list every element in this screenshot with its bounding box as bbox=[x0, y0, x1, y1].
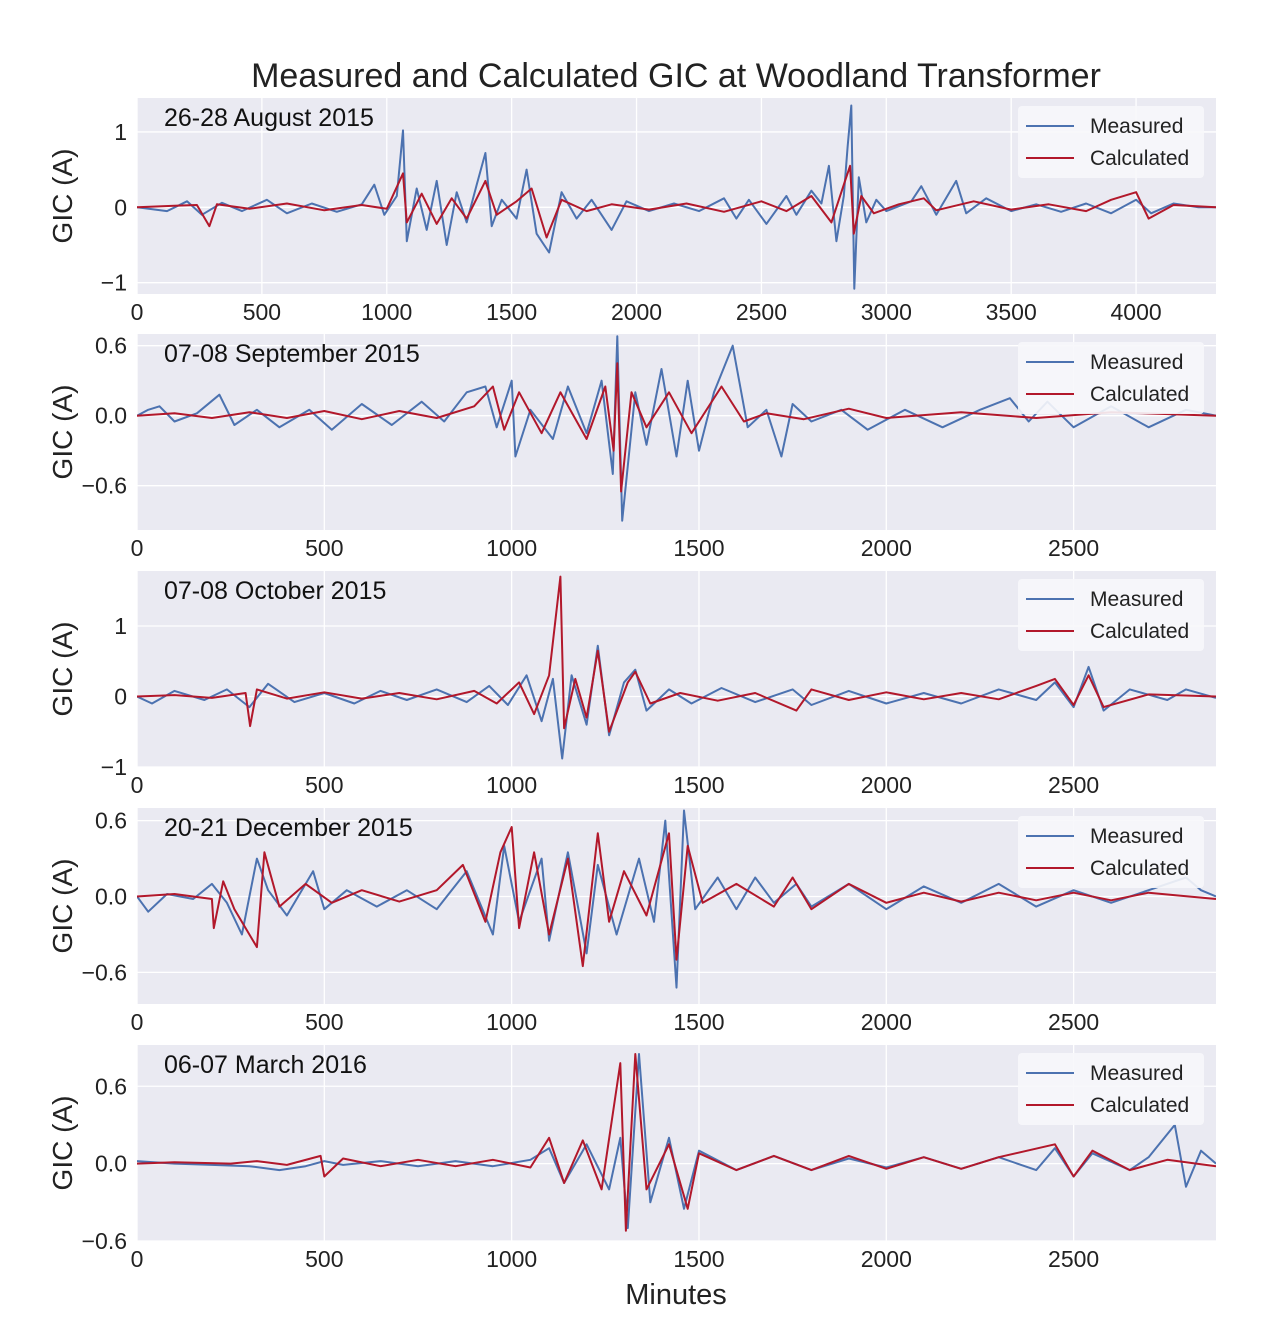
legend-box bbox=[1018, 342, 1204, 414]
legend-label-calculated: Calculated bbox=[1090, 620, 1189, 643]
y-axis-label: GIC (A) bbox=[47, 622, 78, 717]
y-tick-label: −0.6 bbox=[82, 1228, 127, 1254]
series-line-calculated bbox=[137, 1053, 1216, 1232]
legend-label-measured: Measured bbox=[1090, 588, 1183, 611]
x-tick-label: 500 bbox=[305, 772, 343, 798]
series-line-calculated bbox=[137, 362, 1216, 493]
x-tick-label: 0 bbox=[131, 1009, 144, 1035]
legend: Measured Calculated bbox=[1018, 342, 1204, 414]
legend-label-measured: Measured bbox=[1090, 1062, 1183, 1085]
x-tick-label: 2000 bbox=[861, 772, 912, 798]
y-axis-label: GIC (A) bbox=[47, 385, 78, 480]
legend: Measured Calculated bbox=[1018, 1053, 1204, 1125]
y-tick-label: 0.6 bbox=[95, 1073, 127, 1099]
panel-4: 0 500 1000 1500 2000 2500 −0.6 0.0 0.6 20-21 Dece… bbox=[47, 808, 1216, 1035]
panels: 0 500 1000 1500 2000 2500 3000 3500 4000−101 26-2… bbox=[47, 98, 1216, 1272]
series-line-calculated bbox=[137, 164, 1216, 239]
x-tick-label: 1500 bbox=[486, 299, 537, 325]
x-tick-label: 0 bbox=[131, 535, 144, 561]
panel-1: 0 500 1000 1500 2000 2500 3000 3500 4000−101 26-2… bbox=[47, 98, 1216, 325]
legend-label-calculated: Calculated bbox=[1090, 857, 1189, 880]
x-tick-label: 500 bbox=[305, 1246, 343, 1272]
x-tick-label: 2500 bbox=[736, 299, 787, 325]
x-tick-label: 1000 bbox=[486, 535, 537, 561]
x-tick-label: 0 bbox=[131, 299, 144, 325]
x-tick-label: 1000 bbox=[486, 772, 537, 798]
x-tick-label: 2000 bbox=[861, 1246, 912, 1272]
legend: Measured Calculated bbox=[1018, 816, 1204, 888]
y-tick-label: 0.0 bbox=[95, 403, 127, 429]
y-tick-label: 1 bbox=[114, 119, 127, 145]
x-tick-label: 1000 bbox=[486, 1009, 537, 1035]
y-tick-label: −1 bbox=[101, 270, 127, 296]
y-tick-label: −1 bbox=[101, 754, 127, 780]
y-tick-label: 0 bbox=[114, 194, 127, 220]
y-tick-label: −0.6 bbox=[82, 959, 127, 985]
x-tick-label: 1500 bbox=[673, 1246, 724, 1272]
x-axis-label: Minutes bbox=[625, 1279, 727, 1311]
series-line-measured bbox=[137, 644, 1216, 760]
x-tick-label: 1000 bbox=[361, 299, 412, 325]
x-tick-label: 2000 bbox=[861, 535, 912, 561]
panel-annotation: 07-08 October 2015 bbox=[164, 577, 386, 605]
x-tick-label: 0 bbox=[131, 1246, 144, 1272]
panel-annotation: 26-28 August 2015 bbox=[164, 104, 374, 132]
x-tick-label: 2500 bbox=[1048, 535, 1099, 561]
x-tick-label: 0 bbox=[131, 772, 144, 798]
panel-annotation: 06-07 March 2016 bbox=[164, 1051, 367, 1079]
legend-box bbox=[1018, 816, 1204, 888]
x-tick-label: 1000 bbox=[486, 1246, 537, 1272]
legend-label-measured: Measured bbox=[1090, 825, 1183, 848]
y-axis-label: GIC (A) bbox=[47, 1096, 78, 1191]
legend-label-calculated: Calculated bbox=[1090, 1094, 1189, 1117]
y-axis-label: GIC (A) bbox=[47, 149, 78, 244]
y-tick-label: 0.6 bbox=[95, 808, 127, 834]
y-tick-label: −0.6 bbox=[82, 473, 127, 499]
x-tick-label: 2000 bbox=[861, 1009, 912, 1035]
panel-5: 0 500 1000 1500 2000 2500 −0.6 0.0 0.6 06-07 Marc… bbox=[47, 1045, 1216, 1272]
x-tick-label: 2500 bbox=[1048, 1246, 1099, 1272]
y-tick-label: 0.0 bbox=[95, 1151, 127, 1177]
legend-label-calculated: Calculated bbox=[1090, 147, 1189, 170]
legend-box bbox=[1018, 1053, 1204, 1125]
panel-2: 0 500 1000 1500 2000 2500 −0.6 0.0 0.6 07-08 Sept… bbox=[47, 333, 1216, 561]
x-tick-label: 2500 bbox=[1048, 772, 1099, 798]
x-tick-label: 3500 bbox=[986, 299, 1037, 325]
x-tick-label: 2500 bbox=[1048, 1009, 1099, 1035]
legend: Measured Calculated bbox=[1018, 579, 1204, 651]
x-tick-label: 3000 bbox=[861, 299, 912, 325]
y-tick-label: 1 bbox=[114, 613, 127, 639]
x-tick-label: 500 bbox=[305, 1009, 343, 1035]
x-tick-label: 500 bbox=[243, 299, 281, 325]
y-tick-label: 0.6 bbox=[95, 333, 127, 359]
x-tick-label: 500 bbox=[305, 535, 343, 561]
y-tick-label: 0.0 bbox=[95, 884, 127, 910]
x-tick-label: 1500 bbox=[673, 1009, 724, 1035]
x-tick-label: 1500 bbox=[673, 772, 724, 798]
legend-label-calculated: Calculated bbox=[1090, 383, 1189, 406]
y-axis-label: GIC (A) bbox=[47, 859, 78, 954]
panel-annotation: 20-21 December 2015 bbox=[164, 814, 413, 842]
series-line-calculated bbox=[137, 826, 1216, 968]
y-tick-label: 0 bbox=[114, 683, 127, 709]
legend: Measured Calculated bbox=[1018, 106, 1204, 178]
x-tick-label: 1500 bbox=[673, 535, 724, 561]
x-tick-label: 2000 bbox=[611, 299, 662, 325]
legend-box bbox=[1018, 106, 1204, 178]
legend-box bbox=[1018, 579, 1204, 651]
series-line-calculated bbox=[137, 575, 1216, 733]
legend-label-measured: Measured bbox=[1090, 351, 1183, 374]
figure-title: Measured and Calculated GIC at Woodland … bbox=[251, 57, 1101, 95]
panel-annotation: 07-08 September 2015 bbox=[164, 340, 420, 368]
x-tick-label: 4000 bbox=[1110, 299, 1161, 325]
legend-label-measured: Measured bbox=[1090, 115, 1183, 138]
